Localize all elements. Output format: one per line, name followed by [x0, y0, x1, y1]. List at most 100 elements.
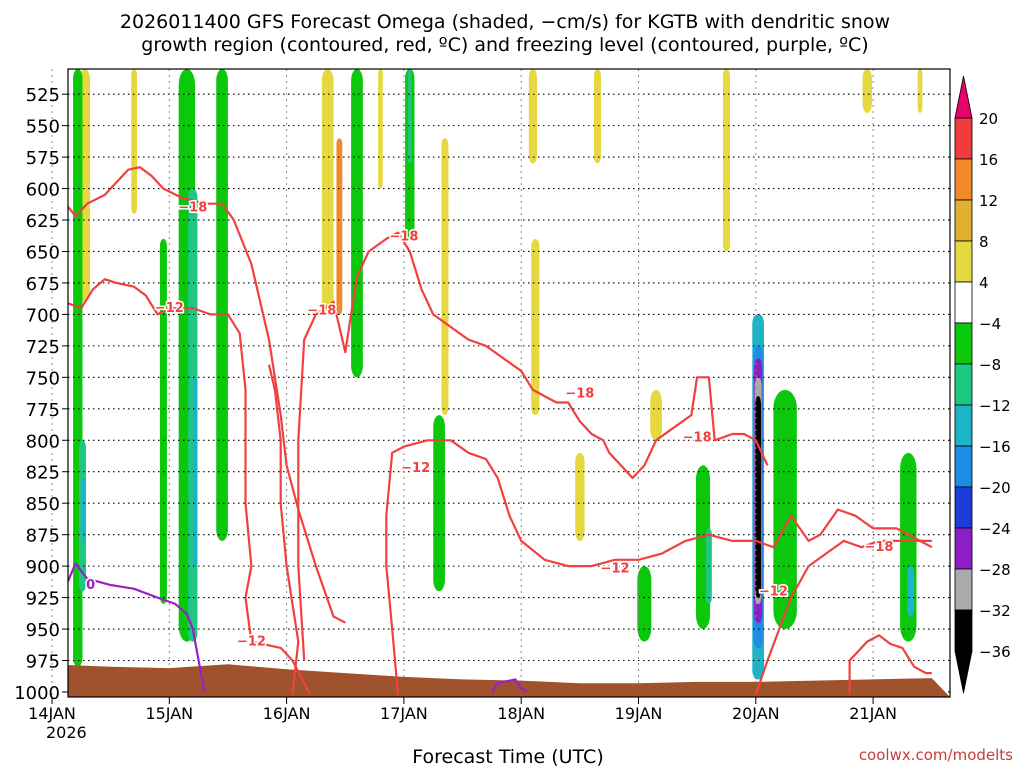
y-tick-label-875: 875 — [26, 526, 60, 547]
y-tick-label-1000: 1000 — [14, 683, 60, 704]
colorbar-segment-4 — [954, 281, 973, 324]
y-tick-label-950: 950 — [26, 620, 60, 641]
contour-label-0: −18 — [178, 200, 207, 215]
x-axis-year-label: 2026 — [46, 723, 87, 742]
omega-blob-13 — [351, 69, 363, 378]
contour-label-4: −12 — [401, 461, 430, 476]
y-tick-label-750: 750 — [26, 368, 60, 389]
y-tick-label-600: 600 — [26, 180, 60, 201]
omega-shading-layer — [73, 69, 923, 680]
watermark: coolwx.com/modelts — [859, 746, 1013, 764]
omega-blob-24 — [637, 566, 652, 642]
x-tick-label-14JAN: 14JAN — [28, 704, 76, 723]
omega-blob-16 — [408, 69, 412, 164]
contour-freezing-level — [68, 562, 206, 693]
colorbar-segment-9 — [954, 486, 973, 529]
colorbar-segment-3 — [954, 240, 973, 283]
omega-blob-28 — [773, 389, 797, 630]
colorbar-segment-6 — [954, 363, 973, 406]
contour-layer — [68, 166, 933, 696]
contour-low-bottom — [848, 634, 932, 695]
colorbar-label-4: 4 — [979, 274, 989, 292]
y-tick-label-925: 925 — [26, 589, 60, 610]
colorbar-segment-1 — [954, 158, 973, 201]
omega-blob-9 — [159, 238, 167, 604]
contour-label-7: −12 — [601, 562, 630, 577]
colorbar-label-13: −36 — [979, 643, 1011, 661]
colorbar-label-0: 20 — [979, 110, 998, 128]
colorbar-bottom-arrow — [954, 650, 973, 694]
contour-label-1: −12 — [155, 301, 184, 316]
colorbar-label-2: 12 — [979, 192, 998, 210]
y-tick-label-550: 550 — [26, 117, 60, 138]
y-tick-label-825: 825 — [26, 463, 60, 484]
contour-label-5: −18 — [565, 387, 594, 402]
colorbar-segment-11 — [954, 568, 973, 611]
colorbar-segment-2 — [954, 199, 973, 242]
contour-minus18-mid — [297, 231, 769, 661]
colorbar-label-3: 8 — [979, 233, 989, 251]
contour-label-6: −18 — [683, 431, 712, 446]
colorbar-label-12: −32 — [979, 602, 1011, 620]
chart-title-line-2: growth region (contoured, red, ºC) and f… — [141, 34, 868, 56]
colorbar-segment-10 — [954, 527, 973, 570]
omega-blob-19 — [528, 69, 538, 164]
y-tick-label-775: 775 — [26, 400, 60, 421]
y-tick-label-975: 975 — [26, 652, 60, 673]
colorbar-label-10: −24 — [979, 520, 1011, 538]
omega-blob-21 — [575, 452, 585, 541]
omega-blob-3 — [81, 478, 86, 541]
x-tick-label-17JAN: 17JAN — [380, 704, 428, 723]
omega-blob-10 — [131, 69, 138, 214]
y-tick-label-525: 525 — [26, 85, 60, 106]
y-tick-label-700: 700 — [26, 305, 60, 326]
plot-area — [68, 69, 950, 697]
y-tick-label-575: 575 — [26, 148, 60, 169]
omega-blob-31 — [907, 566, 915, 617]
omega-blob-27 — [722, 69, 730, 252]
omega-blob-32 — [917, 69, 923, 114]
omega-blob-22 — [593, 69, 601, 164]
x-axis-label: Forecast Time (UTC) — [412, 746, 603, 768]
omega-blob-11 — [321, 69, 334, 315]
contour-minus18-inner — [267, 364, 300, 695]
contour-label-3: −18 — [389, 229, 418, 244]
contour-minus18-top — [68, 166, 346, 624]
colorbar-segment-12 — [954, 609, 973, 652]
y-axis: 525 550 575 600 625 650 675 700 725 750 775 800 825 8… — [14, 85, 68, 704]
omega-blob-12 — [336, 138, 343, 315]
colorbar-top-arrow — [954, 75, 973, 119]
y-tick-label-650: 650 — [26, 242, 60, 263]
contour-label-11: 0 — [86, 578, 95, 593]
omega-blob-14 — [378, 69, 383, 189]
colorbar-label-7: −12 — [979, 397, 1011, 415]
y-tick-label-725: 725 — [26, 337, 60, 358]
omega-blob-29 — [862, 69, 872, 114]
colorbar: 20 16 12 8 4 −4 −8 −12 −16 −20 −24 −28 −32 −36 — [954, 75, 1011, 694]
contour-label-2: −18 — [307, 304, 336, 319]
omega-blob-18 — [441, 138, 449, 416]
x-axis: 14JAN 15JAN 16JAN 17JAN 18JAN 19JAN 20JAN 21JAN — [28, 697, 897, 723]
y-tick-label-850: 850 — [26, 494, 60, 515]
omega-blob-8 — [216, 69, 228, 541]
y-tick-label-675: 675 — [26, 274, 60, 295]
contour-minus12-low2 — [754, 539, 932, 695]
x-tick-label-20JAN: 20JAN — [732, 704, 780, 723]
colorbar-label-1: 16 — [979, 151, 998, 169]
colorbar-label-11: −28 — [979, 561, 1011, 579]
colorbar-label-9: −20 — [979, 479, 1011, 497]
x-tick-label-21JAN: 21JAN — [849, 704, 897, 723]
omega-blob-7 — [192, 377, 198, 567]
colorbar-label-8: −16 — [979, 438, 1011, 456]
chart-title-line-1: 2026011400 GFS Forecast Omega (shaded, −… — [120, 11, 890, 33]
contour-minus12-low — [385, 439, 933, 695]
contour-labels: −18 −12 −18 −18 −12 −18 −18 −12 −12 −18 −12 0 — [85, 199, 895, 651]
colorbar-segment-0 — [954, 117, 973, 160]
x-tick-label-19JAN: 19JAN — [615, 704, 663, 723]
x-tick-label-16JAN: 16JAN — [263, 704, 311, 723]
y-tick-label-625: 625 — [26, 211, 60, 232]
contour-label-10: −12 — [237, 635, 266, 650]
x-tick-label-18JAN: 18JAN — [497, 704, 545, 723]
colorbar-label-5: −4 — [979, 315, 1001, 333]
